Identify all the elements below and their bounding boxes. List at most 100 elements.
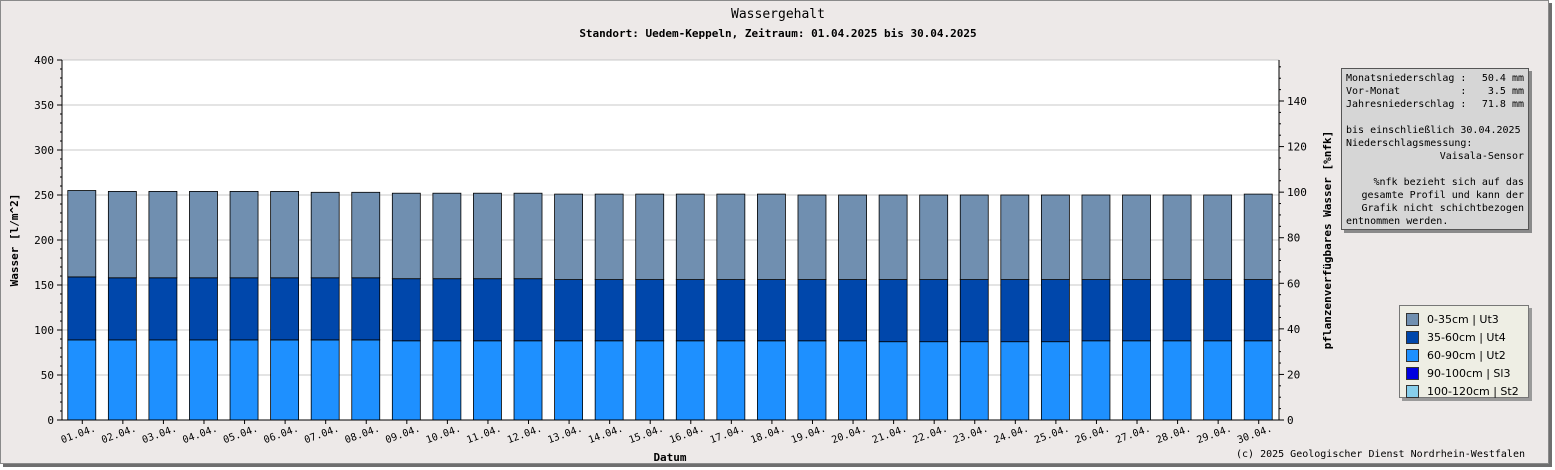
bar-segment (473, 340, 502, 421)
bars (67, 190, 1273, 421)
legend-item: 90-100cm | Sl3 (1406, 364, 1522, 382)
bar-segment (513, 278, 543, 342)
legend: 0-35cm | Ut3 35-60cm | Ut4 60-90cm | Ut2… (1399, 305, 1529, 398)
x-tick-label: 01.04. (60, 423, 98, 446)
x-tick-label: 18.04. (749, 423, 787, 446)
bar-segment (270, 339, 300, 421)
until-date-text: bis einschließlich 30.04.2025 (1346, 125, 1521, 136)
bar-segment (432, 340, 462, 421)
bar-segment (351, 191, 381, 279)
y-axis-label: Wasser [l/m^2] (8, 194, 21, 287)
bar-segment (635, 193, 665, 281)
bar-segment (1162, 340, 1192, 421)
legend-item: 60-90cm | Ut2 (1406, 346, 1522, 364)
x-tick-label: 22.04. (912, 423, 950, 446)
legend-label: 0-35cm | Ut3 (1427, 312, 1499, 326)
bar-segment (1203, 340, 1233, 421)
y-tick-label: 0 (47, 414, 54, 427)
bar-segment (1162, 279, 1192, 342)
bar-segment (675, 279, 705, 342)
y2-tick-label: 100 (1287, 186, 1307, 199)
y2-tick-label: 120 (1287, 141, 1307, 154)
bar-segment (513, 340, 543, 421)
bar-segment (1040, 341, 1070, 421)
bar-segment (1081, 279, 1111, 342)
bar-segment (1203, 194, 1233, 280)
bar-segment (878, 279, 908, 343)
bar-segment (878, 194, 908, 280)
y2-tick-label: 0 (1287, 414, 1294, 427)
x-tick-label: 24.04. (993, 423, 1031, 446)
bar-segment (675, 340, 705, 421)
y-tick-label: 350 (34, 99, 54, 112)
legend-label: 60-90cm | Ut2 (1427, 348, 1506, 362)
bar-segment (351, 277, 381, 341)
bar-segment (229, 339, 259, 421)
bar-segment (1162, 194, 1192, 280)
bar-segment (189, 190, 218, 279)
legend-item: 0-35cm | Ut3 (1406, 310, 1522, 328)
x-tick-label: 26.04. (1074, 423, 1112, 446)
legend-swatch (1406, 384, 1419, 398)
y-tick-label: 250 (34, 189, 54, 202)
prev-month-value: 3.5 mm (1487, 86, 1524, 97)
bar-segment (229, 190, 259, 279)
x-tick-label: 29.04. (1195, 423, 1233, 446)
bar-segment (554, 340, 583, 421)
precipitation-info-box: Monatsniederschlag : 50.4 mm Vor-Monat : 3… (1341, 68, 1529, 230)
bar-segment (716, 193, 746, 281)
bar-segment (148, 190, 178, 279)
x-tick-label: 09.04. (384, 423, 422, 446)
bar-segment (554, 193, 583, 281)
x-tick-label: 13.04. (546, 423, 584, 446)
bar-segment (1243, 340, 1273, 421)
bar-segment (838, 340, 867, 421)
y-tick-label: 400 (34, 54, 54, 67)
bar-segment (797, 279, 827, 342)
bar-segment (635, 279, 665, 342)
bar-segment (67, 276, 97, 341)
bar-segment (107, 277, 137, 341)
bar-segment (107, 339, 137, 421)
y-tick-label: 200 (34, 234, 54, 247)
bar-segment (1203, 279, 1233, 342)
y2-tick-label: 60 (1287, 277, 1300, 290)
bar-segment (67, 190, 97, 278)
bar-segment (270, 190, 300, 279)
x-tick-label: 28.04. (1155, 423, 1193, 446)
bar-segment (757, 279, 786, 342)
bar-segment (391, 192, 421, 280)
legend-swatch (1406, 330, 1419, 344)
bar-segment (1000, 341, 1030, 421)
bar-segment (310, 277, 340, 341)
bar-segment (310, 339, 340, 421)
chart-title: Wassergehalt (731, 7, 825, 22)
bar-segment (473, 192, 502, 280)
bar-segment (878, 341, 908, 421)
monthly-precip-value: 50.4 mm (1481, 73, 1524, 84)
legend-swatch (1406, 366, 1419, 380)
x-axis-label: Datum (653, 451, 686, 464)
bar-segment (716, 279, 746, 342)
bar-segment (675, 193, 705, 281)
bar-segment (1122, 340, 1151, 421)
bar-segment (919, 279, 949, 343)
x-tick-label: 02.04. (100, 423, 138, 446)
legend-item: 100-120cm | St2 (1406, 382, 1522, 400)
copyright-text: (c) 2025 Geologischer Dienst Nordrhein-W… (1236, 449, 1525, 460)
bar-segment (838, 279, 867, 342)
bar-segment (959, 279, 989, 343)
bar-segment (635, 340, 665, 421)
bar-segment (67, 339, 97, 421)
x-tick-label: 20.04. (830, 423, 868, 446)
bar-segment (107, 190, 137, 279)
prev-month-label: Vor-Monat : (1346, 86, 1467, 97)
x-tick-label: 23.04. (952, 423, 990, 446)
bar-segment (959, 341, 989, 421)
x-tick-label: 17.04. (709, 423, 747, 446)
y-tick-label: 100 (34, 324, 54, 337)
bar-segment (554, 279, 583, 342)
nfk-note-line: entnommen werden. (1346, 216, 1449, 227)
x-tick-label: 11.04. (465, 423, 503, 446)
y2-axis-label: pflanzenverfügbares Wasser [%nfk] (1321, 131, 1334, 350)
